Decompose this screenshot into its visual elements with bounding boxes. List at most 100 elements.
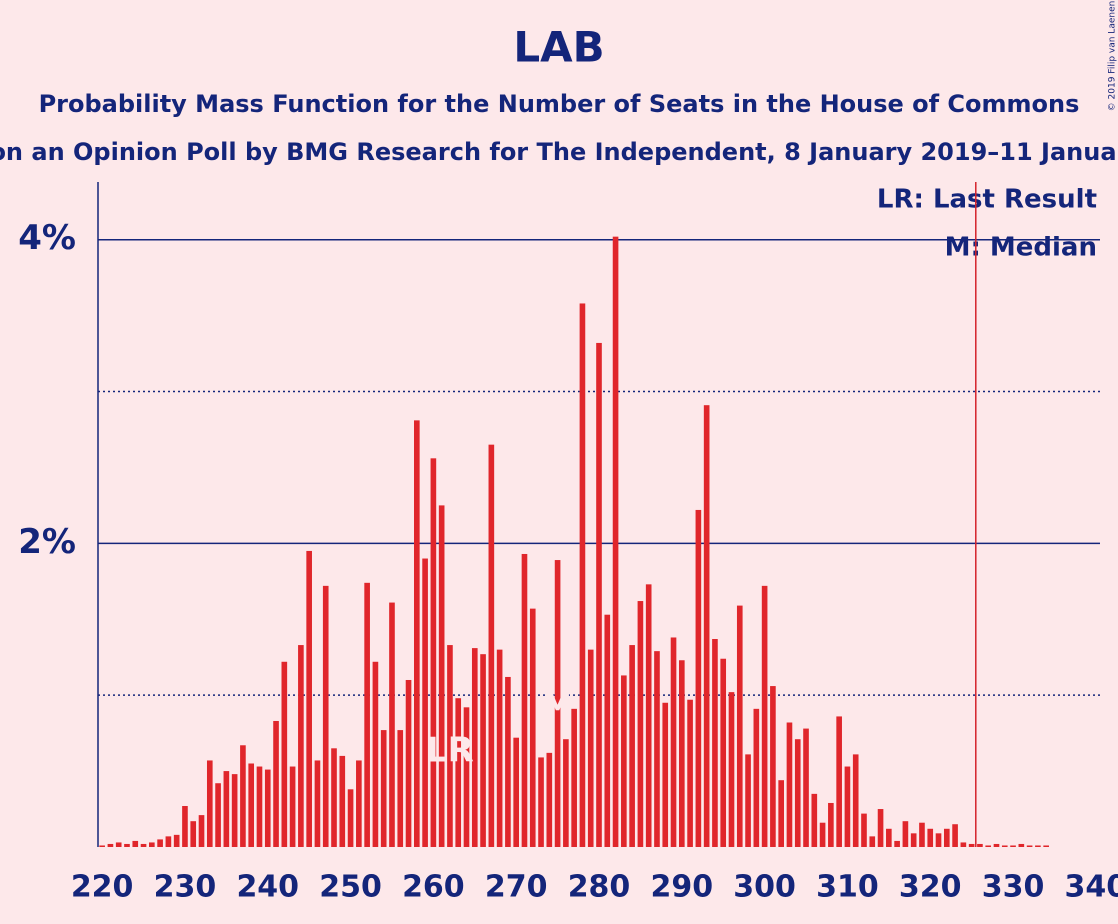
bar xyxy=(240,745,246,847)
bar xyxy=(819,822,826,847)
y-tick-label: 2% xyxy=(18,522,76,562)
bar xyxy=(993,843,1000,847)
bar xyxy=(223,771,230,847)
bar xyxy=(952,824,958,847)
bar xyxy=(389,602,395,847)
legend-median: M: Median xyxy=(945,233,1097,263)
bar xyxy=(563,739,569,847)
bar xyxy=(811,793,818,847)
bar xyxy=(778,780,784,847)
bar xyxy=(612,236,619,847)
bar xyxy=(149,842,155,847)
bar xyxy=(322,585,329,847)
bar xyxy=(579,303,586,847)
bar xyxy=(844,766,851,847)
bar xyxy=(728,692,735,847)
bar xyxy=(1035,845,1041,847)
bar xyxy=(488,444,495,847)
bar xyxy=(654,651,660,847)
last-result-marker: LR xyxy=(426,731,474,771)
bar xyxy=(910,833,917,847)
bar xyxy=(852,754,859,847)
bar xyxy=(770,686,776,847)
x-tick-label: 260 xyxy=(402,870,465,905)
bar xyxy=(877,809,884,847)
bar xyxy=(670,637,677,847)
bar xyxy=(1043,845,1049,847)
bar xyxy=(720,658,727,847)
bar xyxy=(505,676,511,847)
bar xyxy=(364,582,370,847)
y-tick-label: 4% xyxy=(18,218,76,258)
bar xyxy=(894,840,900,847)
bar xyxy=(496,649,503,847)
x-tick-label: 320 xyxy=(899,870,962,905)
x-tick-label: 300 xyxy=(733,870,796,905)
bar xyxy=(621,675,627,847)
x-tick-label: 270 xyxy=(485,870,548,905)
bar xyxy=(761,585,768,847)
bar xyxy=(794,739,801,847)
bar xyxy=(546,752,553,847)
x-tick-label: 220 xyxy=(71,870,134,905)
bar xyxy=(132,840,139,847)
bar xyxy=(115,842,122,847)
bar xyxy=(736,605,743,847)
bar xyxy=(538,757,544,847)
bar xyxy=(587,649,594,847)
bar xyxy=(298,645,304,847)
x-tick-label: 280 xyxy=(568,870,631,905)
bar xyxy=(215,783,221,847)
bar xyxy=(596,342,602,847)
bar xyxy=(1026,845,1033,847)
chart-subsubtitle: Based on an Opinion Poll by BMG Research… xyxy=(0,138,1118,166)
bar xyxy=(289,766,296,847)
bar xyxy=(886,828,892,847)
bar xyxy=(422,558,428,847)
bar xyxy=(861,813,867,847)
bar xyxy=(869,836,876,847)
bar xyxy=(960,842,967,847)
bar xyxy=(927,828,934,847)
bar xyxy=(968,843,975,847)
bar xyxy=(356,760,362,847)
bar xyxy=(157,839,163,847)
bar xyxy=(471,648,478,847)
bar xyxy=(173,834,180,847)
bar xyxy=(803,728,809,847)
x-tick-label: 290 xyxy=(650,870,713,905)
bar xyxy=(455,698,462,847)
x-tick-label: 230 xyxy=(154,870,217,905)
x-tick-label: 330 xyxy=(982,870,1045,905)
bar xyxy=(165,836,172,847)
bar xyxy=(645,584,652,847)
bar xyxy=(264,769,271,847)
bar xyxy=(703,405,710,847)
bar xyxy=(521,553,528,847)
legend-last-result: LR: Last Result xyxy=(877,185,1097,215)
bar xyxy=(629,645,635,847)
bar xyxy=(1010,845,1016,847)
bar xyxy=(985,845,992,847)
bar xyxy=(414,420,420,847)
bar xyxy=(1018,843,1025,847)
bar xyxy=(140,843,147,847)
x-tick-label: 250 xyxy=(319,870,382,905)
bar xyxy=(753,708,760,847)
x-tick-label: 240 xyxy=(236,870,299,905)
bar xyxy=(281,661,288,847)
bar xyxy=(99,845,105,847)
bar xyxy=(248,763,255,847)
bar xyxy=(107,843,114,847)
bar xyxy=(529,608,536,847)
x-tick-label: 310 xyxy=(816,870,879,905)
bar xyxy=(943,828,950,847)
bar xyxy=(828,802,834,847)
bar xyxy=(380,730,387,847)
bar xyxy=(662,702,669,847)
bar xyxy=(447,645,453,847)
bar xyxy=(902,821,909,847)
bar xyxy=(231,774,238,847)
bar xyxy=(687,699,693,847)
